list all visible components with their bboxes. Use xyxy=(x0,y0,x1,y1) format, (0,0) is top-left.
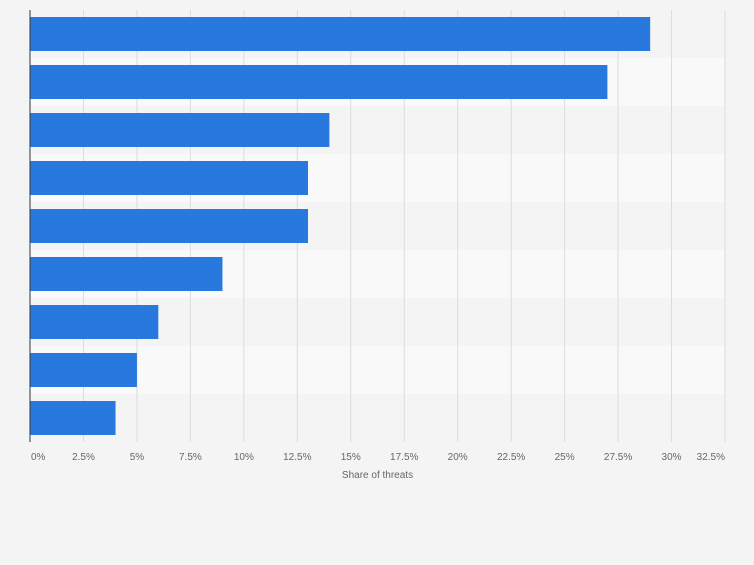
x-tick-label: 7.5% xyxy=(179,452,202,463)
x-tick-label: 22.5% xyxy=(497,452,525,463)
bar xyxy=(30,161,308,195)
x-tick-label: 30% xyxy=(662,452,682,463)
x-tick-label: 25% xyxy=(555,452,575,463)
x-tick-label: 5% xyxy=(130,452,145,463)
bar xyxy=(30,113,330,147)
x-axis-title: Share of threats xyxy=(342,470,413,481)
x-tick-label: 0% xyxy=(31,452,46,463)
bar xyxy=(30,353,137,387)
x-tick-label: 15% xyxy=(341,452,361,463)
bar xyxy=(30,17,651,51)
x-tick-label: 32.5% xyxy=(697,452,725,463)
row-band xyxy=(30,394,725,442)
x-tick-label: 10% xyxy=(234,452,254,463)
bar xyxy=(30,209,308,243)
x-tick-label: 17.5% xyxy=(390,452,418,463)
x-tick-label: 27.5% xyxy=(604,452,632,463)
bars xyxy=(30,17,651,435)
bar xyxy=(30,401,116,435)
x-tick-label: 12.5% xyxy=(283,452,311,463)
bar xyxy=(30,65,608,99)
bar xyxy=(30,305,159,339)
x-tick-label: 2.5% xyxy=(72,452,95,463)
x-tick-label: 20% xyxy=(448,452,468,463)
row-band xyxy=(30,346,725,394)
x-axis-ticks: 0% 2.5% 5% 7.5% 10% 12.5% 15% 17.5% 20% 22.5% 25% 2… xyxy=(31,452,725,463)
bar xyxy=(30,257,223,291)
